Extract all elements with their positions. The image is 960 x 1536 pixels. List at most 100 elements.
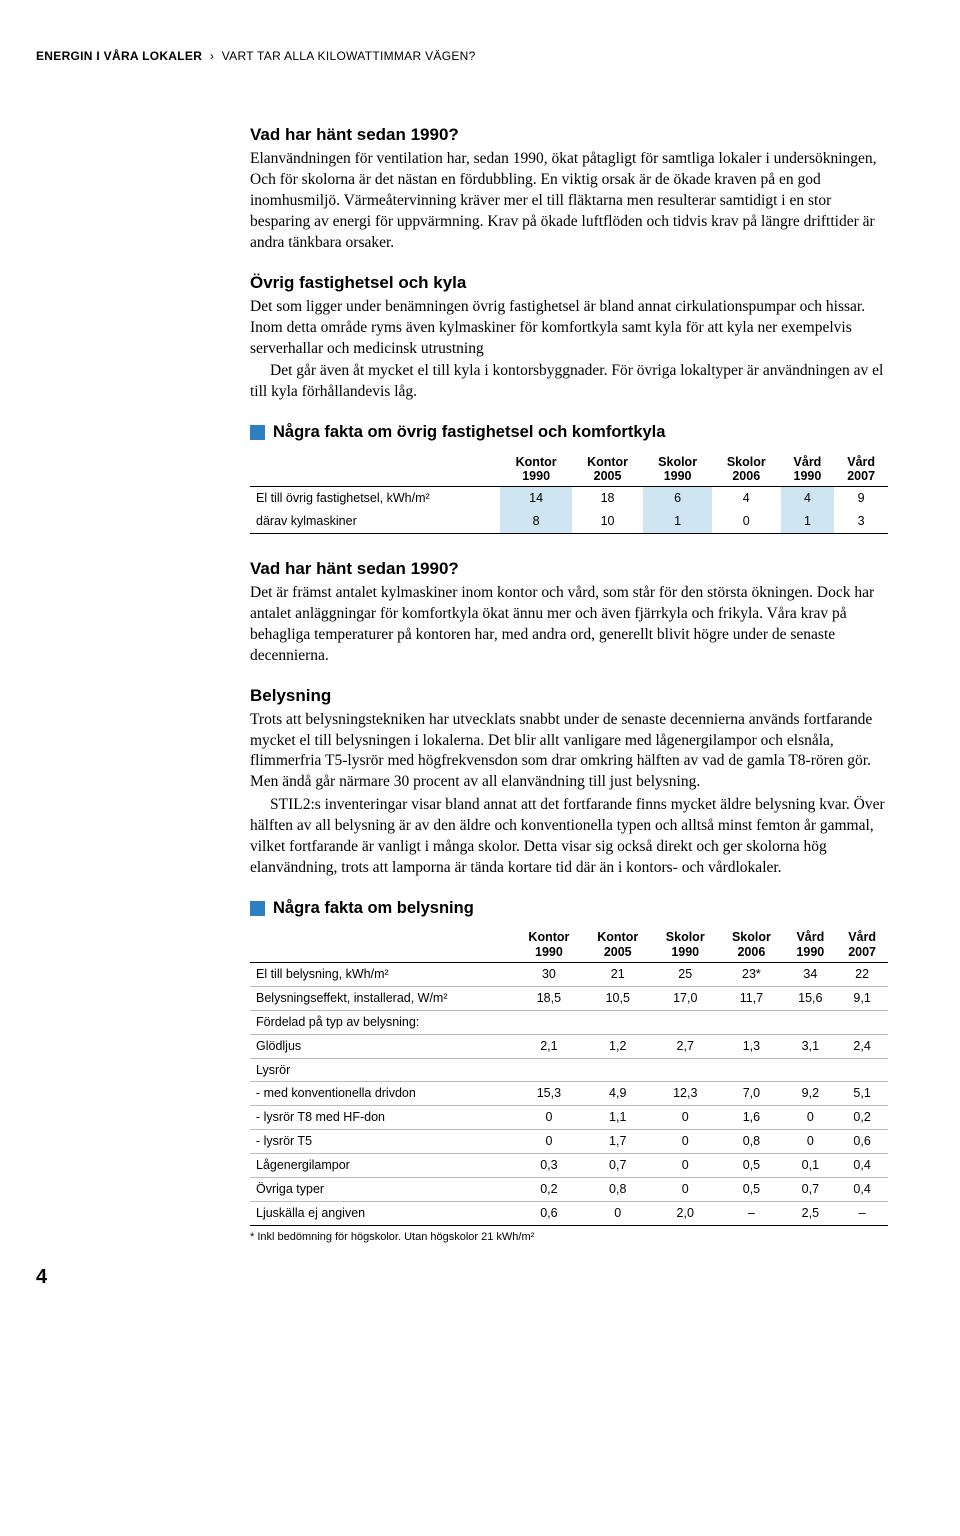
section-title-4: Belysning: [250, 685, 888, 708]
cell: 2,7: [652, 1034, 718, 1058]
cell: 0: [652, 1154, 718, 1178]
cell: 30: [515, 963, 584, 987]
table-row: Ljuskälla ej angiven0,602,0–2,5–: [250, 1201, 888, 1225]
table-row: Belysningseffekt, installerad, W/m²18,5 1…: [250, 986, 888, 1010]
table-row: El till övrig fastighetsel, kWh/m²141864…: [250, 487, 888, 510]
cell: 0: [583, 1201, 652, 1225]
runhead-bold: ENERGIN I VÅRA LOKALER: [36, 49, 202, 63]
cell: 12,3: [652, 1082, 718, 1106]
row-label: Belysningseffekt, installerad, W/m²: [250, 986, 515, 1010]
col-header: Skolor2006: [718, 927, 784, 962]
row-label: Glödljus: [250, 1034, 515, 1058]
table-row: Glödljus2,11,22,71,33,12,4: [250, 1034, 888, 1058]
cell: 10: [572, 510, 643, 533]
section-title-3: Vad har hänt sedan 1990?: [250, 558, 888, 581]
cell: 11,7: [718, 986, 784, 1010]
table-fastighetsel: Kontor1990Kontor2005Skolor1990Skolor2006…: [250, 452, 888, 535]
cell: 0,1: [784, 1154, 836, 1178]
col-header: Skolor1990: [643, 452, 712, 487]
col-header: Vård2007: [836, 927, 888, 962]
cell: 4: [781, 487, 835, 510]
cell: 23*: [718, 963, 784, 987]
cell: 0: [515, 1106, 584, 1130]
section-body-4a: Trots att belysningstekniken har utveckl…: [250, 710, 888, 794]
cell: 2,5: [784, 1201, 836, 1225]
table-belysning: Kontor1990Kontor2005Skolor1990Skolor2006…: [250, 927, 888, 1225]
cell: 4: [712, 487, 781, 510]
cell: 22: [836, 963, 888, 987]
square-icon: [250, 901, 265, 916]
fact-heading-1-text: Några fakta om övrig fastighetsel och ko…: [273, 421, 665, 443]
fact-heading-1: Några fakta om övrig fastighetsel och ko…: [250, 421, 888, 443]
cell: 1,1: [583, 1106, 652, 1130]
table-row: Fördelad på typ av belysning:: [250, 1010, 888, 1034]
cell: 0: [515, 1130, 584, 1154]
cell: 1,7: [583, 1130, 652, 1154]
col-header: [250, 927, 515, 962]
row-label: Fördelad på typ av belysning:: [250, 1010, 515, 1034]
cell: 1: [643, 510, 712, 533]
cell: 2,1: [515, 1034, 584, 1058]
fact-heading-2-text: Några fakta om belysning: [273, 897, 474, 919]
cell: 1,6: [718, 1106, 784, 1130]
cell: 18: [572, 487, 643, 510]
cell: 2,0: [652, 1201, 718, 1225]
square-icon: [250, 425, 265, 440]
cell: 0: [652, 1130, 718, 1154]
cell: 4,9: [583, 1082, 652, 1106]
cell: 1,2: [583, 1034, 652, 1058]
row-label: Ljuskälla ej angiven: [250, 1201, 515, 1225]
table-row: Lysrör: [250, 1058, 888, 1082]
section-body-1: Elanvändningen för ventilation har, seda…: [250, 149, 888, 254]
running-head: ENERGIN I VÅRA LOKALER › VART TAR ALLA K…: [36, 48, 888, 64]
cell: 0: [652, 1177, 718, 1201]
cell: 7,0: [718, 1082, 784, 1106]
cell: [836, 1058, 888, 1082]
main-content: Vad har hänt sedan 1990? Elanvändningen …: [250, 124, 888, 1244]
cell: 9: [834, 487, 888, 510]
cell: 9,2: [784, 1082, 836, 1106]
col-header: Kontor1990: [515, 927, 584, 962]
cell: 2,4: [836, 1034, 888, 1058]
cell: 18,5: [515, 986, 584, 1010]
cell: 0,2: [515, 1177, 584, 1201]
cell: 15,3: [515, 1082, 584, 1106]
section-body-4b: STIL2:s inventeringar visar bland annat …: [250, 795, 888, 879]
row-label: Lågenergilampor: [250, 1154, 515, 1178]
row-label: - lysrör T8 med HF-don: [250, 1106, 515, 1130]
cell: 25: [652, 963, 718, 987]
cell: [784, 1058, 836, 1082]
row-label: - lysrör T5: [250, 1130, 515, 1154]
cell: [718, 1010, 784, 1034]
row-label: Lysrör: [250, 1058, 515, 1082]
col-header: Kontor2005: [572, 452, 643, 487]
cell: 3,1: [784, 1034, 836, 1058]
col-header: Vård1990: [781, 452, 835, 487]
cell: 1,3: [718, 1034, 784, 1058]
section-title-1: Vad har hänt sedan 1990?: [250, 124, 888, 147]
section-body-3: Det är främst antalet kylmaskiner inom k…: [250, 583, 888, 667]
cell: [583, 1058, 652, 1082]
cell: 5,1: [836, 1082, 888, 1106]
cell: 0: [784, 1106, 836, 1130]
cell: –: [718, 1201, 784, 1225]
cell: 1: [781, 510, 835, 533]
table-row: - lysrör T8 med HF-don01,101,600,2: [250, 1106, 888, 1130]
col-header: Skolor1990: [652, 927, 718, 962]
col-header: Kontor1990: [500, 452, 571, 487]
cell: 21: [583, 963, 652, 987]
cell: 0,6: [836, 1130, 888, 1154]
cell: 0,5: [718, 1154, 784, 1178]
cell: [652, 1058, 718, 1082]
col-header: [250, 452, 500, 487]
cell: [836, 1010, 888, 1034]
fact-heading-2: Några fakta om belysning: [250, 897, 888, 919]
cell: 0: [712, 510, 781, 533]
cell: 0: [652, 1106, 718, 1130]
table-row: - med konventionella drivdon15,34,912,37…: [250, 1082, 888, 1106]
cell: 8: [500, 510, 571, 533]
table-row: därav kylmaskiner8101013: [250, 510, 888, 533]
cell: [583, 1010, 652, 1034]
cell: [515, 1010, 584, 1034]
cell: 17,0: [652, 986, 718, 1010]
